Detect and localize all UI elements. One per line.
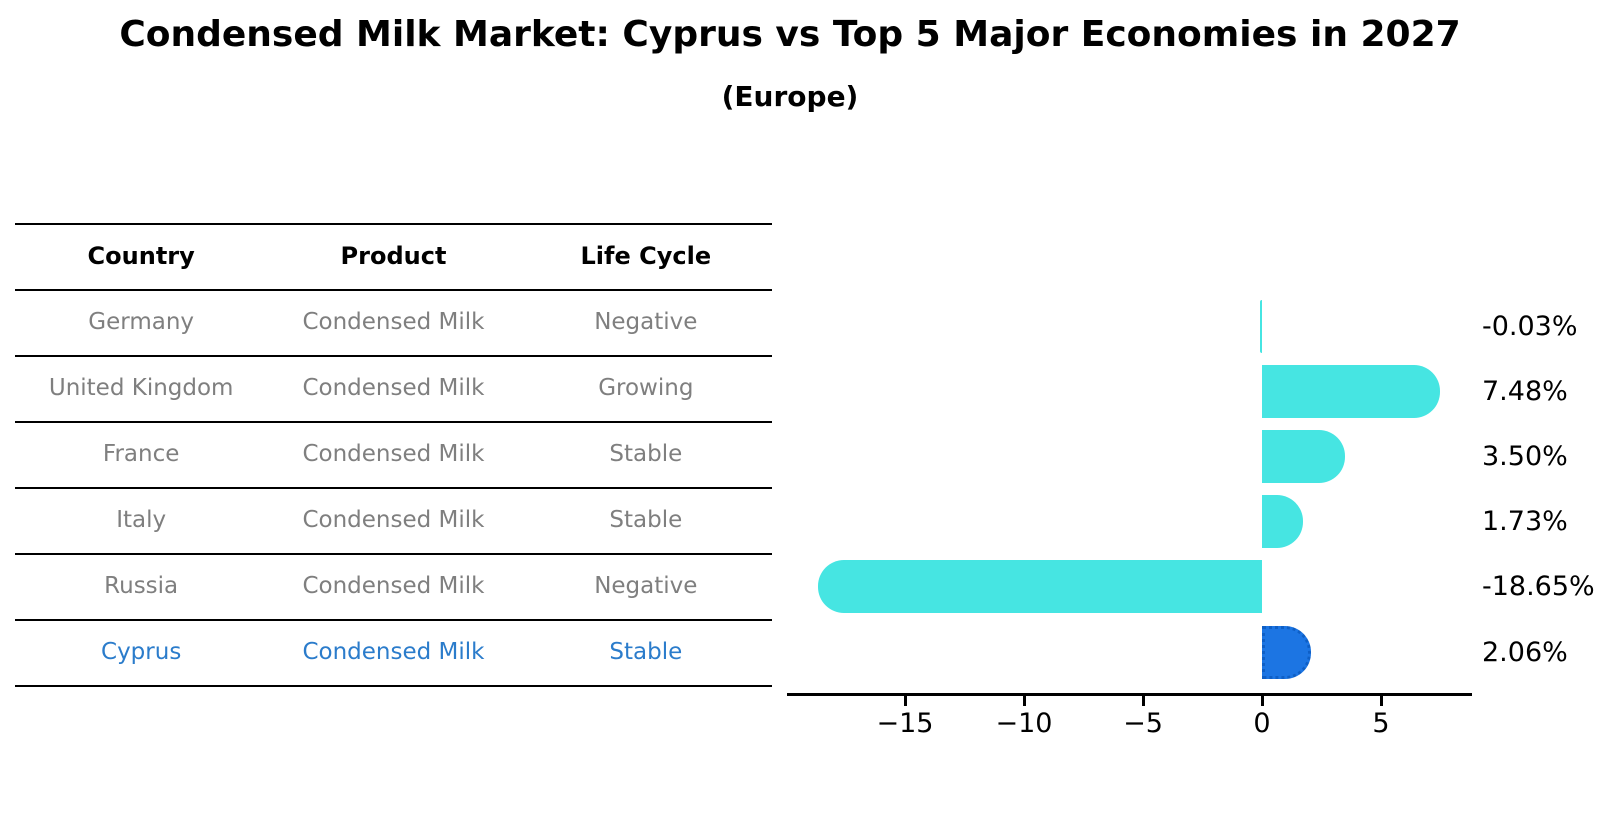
table-row: Italy Condensed Milk Stable (15, 487, 772, 553)
table-rule-line (15, 487, 772, 489)
table-rule-line (15, 223, 772, 225)
x-axis-tick (903, 696, 907, 706)
table-cell-life_cycle: Stable (609, 639, 683, 665)
bar-france (1262, 429, 1346, 483)
table-cell-life_cycle: Negative (594, 573, 698, 599)
table-header-cell: Product (340, 242, 447, 270)
table-row: Russia Condensed Milk Negative (15, 553, 772, 619)
table-cell-product: Condensed Milk (302, 375, 485, 401)
x-axis-tick-label: −10 (995, 708, 1053, 739)
bar-italy (1262, 495, 1304, 549)
table-rule-line (15, 421, 772, 423)
table-rule-line (15, 553, 772, 555)
bar-value-label: 3.50% (1482, 440, 1568, 472)
bar-value-label: 2.06% (1482, 636, 1568, 668)
x-axis-tick (1022, 696, 1026, 706)
table-cell-country: France (102, 441, 180, 467)
x-axis-line (787, 693, 1472, 696)
table-cell-product: Condensed Milk (302, 507, 485, 533)
table-cell-life_cycle: Stable (609, 507, 683, 533)
table-rule-line (15, 619, 772, 621)
bar-value-label: 1.73% (1482, 506, 1568, 538)
bar-value-label: -18.65% (1482, 571, 1595, 603)
table-header-cell: Country (87, 242, 195, 270)
table-row: Cyprus Condensed Milk Stable (15, 619, 772, 685)
table-rule-line (15, 289, 772, 291)
table-cell-product: Condensed Milk (302, 441, 485, 467)
bar-russia (818, 560, 1262, 614)
table-cell-life_cycle: Negative (594, 309, 698, 335)
bar-united-kingdom (1262, 364, 1441, 418)
table-row: France Condensed Milk Stable (15, 421, 772, 487)
table-cell-country: Cyprus (101, 639, 182, 665)
chart-subtitle: (Europe) (721, 80, 859, 113)
x-axis-tick-label: −5 (1123, 708, 1163, 739)
table-cell-product: Condensed Milk (302, 639, 485, 665)
table-cell-product: Condensed Milk (302, 309, 485, 335)
bar-germany (1260, 299, 1262, 353)
table-row: Germany Condensed Milk Negative (15, 289, 772, 355)
x-axis-tick (1260, 696, 1264, 706)
table-cell-life_cycle: Growing (598, 375, 694, 401)
table-header-cell: Life Cycle (580, 242, 712, 270)
table-cell-country: Germany (88, 309, 195, 335)
table-cell-country: United Kingdom (48, 375, 234, 401)
bar-value-label: 7.48% (1482, 375, 1568, 407)
table-cell-product: Condensed Milk (302, 573, 485, 599)
chart-title: Condensed Milk Market: Cyprus vs Top 5 M… (119, 14, 1461, 55)
table-rule-line (15, 685, 772, 687)
table-rule-line (15, 355, 772, 357)
table-row: United Kingdom Condensed Milk Growing (15, 355, 772, 421)
x-axis-tick (1379, 696, 1383, 706)
table-header-row: Country Product Life Cycle (15, 223, 772, 289)
bar-value-label: -0.03% (1482, 310, 1578, 342)
table-cell-country: Italy (116, 507, 167, 533)
bar-cyprus (1262, 625, 1312, 679)
table-cell-life_cycle: Stable (609, 441, 683, 467)
x-axis-tick-label: 0 (1253, 708, 1271, 739)
x-axis-tick-label: −15 (876, 708, 934, 739)
table-cell-country: Russia (104, 573, 179, 599)
x-axis-tick-label: 5 (1372, 708, 1390, 739)
x-axis-tick (1141, 696, 1145, 706)
